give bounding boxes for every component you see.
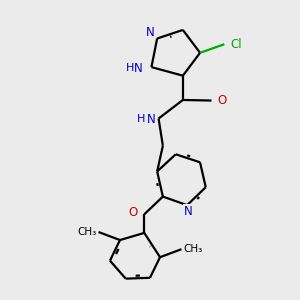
Text: O: O [129, 206, 138, 218]
Text: CH₃: CH₃ [77, 227, 96, 237]
Text: H: H [137, 114, 146, 124]
Text: O: O [218, 94, 227, 107]
Text: CH₃: CH₃ [184, 244, 203, 254]
Text: Cl: Cl [230, 38, 242, 51]
Text: N: N [184, 205, 193, 218]
Text: N: N [146, 26, 154, 39]
Text: H: H [126, 63, 134, 73]
Text: N: N [134, 62, 143, 75]
Text: N: N [147, 113, 156, 127]
